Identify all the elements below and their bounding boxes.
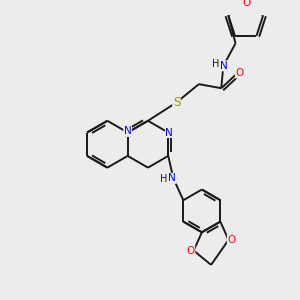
- Text: O: O: [227, 235, 236, 245]
- Text: O: O: [187, 246, 195, 256]
- Text: N: N: [124, 127, 132, 136]
- Text: H: H: [212, 59, 220, 69]
- Text: S: S: [173, 96, 180, 109]
- Text: N: N: [168, 173, 176, 183]
- Text: H: H: [160, 174, 168, 184]
- Text: O: O: [236, 68, 244, 78]
- Text: O: O: [243, 0, 251, 8]
- Text: N: N: [165, 128, 173, 137]
- Text: N: N: [220, 61, 228, 71]
